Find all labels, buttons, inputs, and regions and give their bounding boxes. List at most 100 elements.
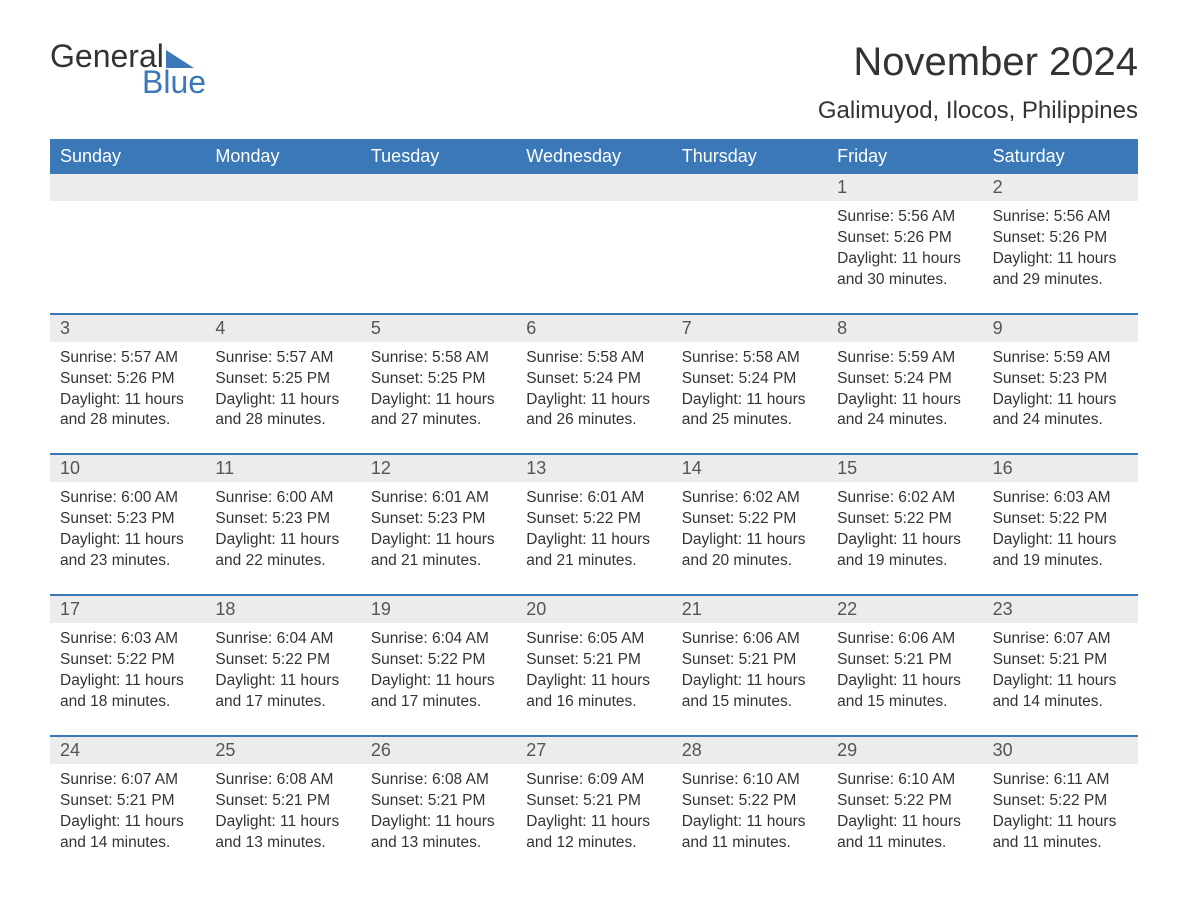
day-number: 15	[827, 455, 982, 482]
sunrise-line: Sunrise: 6:08 AM	[371, 770, 506, 791]
sunset-line: Sunset: 5:25 PM	[215, 369, 350, 390]
day-body: Sunrise: 6:04 AMSunset: 5:22 PMDaylight:…	[205, 623, 360, 717]
day-body: Sunrise: 6:05 AMSunset: 5:21 PMDaylight:…	[516, 623, 671, 717]
sunset-line: Sunset: 5:21 PM	[993, 650, 1128, 671]
sunrise-line: Sunrise: 6:00 AM	[215, 488, 350, 509]
daylight-line: Daylight: 11 hours and 22 minutes.	[215, 530, 350, 572]
sunrise-line: Sunrise: 6:09 AM	[526, 770, 661, 791]
calendar-day: 1Sunrise: 5:56 AMSunset: 5:26 PMDaylight…	[827, 174, 982, 295]
day-number: 23	[983, 596, 1138, 623]
sunset-line: Sunset: 5:26 PM	[837, 228, 972, 249]
sunset-line: Sunset: 5:23 PM	[371, 509, 506, 530]
calendar-day: 2Sunrise: 5:56 AMSunset: 5:26 PMDaylight…	[983, 174, 1138, 295]
calendar-day: 18Sunrise: 6:04 AMSunset: 5:22 PMDayligh…	[205, 596, 360, 717]
sunrise-line: Sunrise: 6:02 AM	[682, 488, 817, 509]
day-body: Sunrise: 6:06 AMSunset: 5:21 PMDaylight:…	[827, 623, 982, 717]
day-number: 5	[361, 315, 516, 342]
calendar-day: 20Sunrise: 6:05 AMSunset: 5:21 PMDayligh…	[516, 596, 671, 717]
daylight-line: Daylight: 11 hours and 11 minutes.	[682, 812, 817, 854]
day-body: Sunrise: 6:07 AMSunset: 5:21 PMDaylight:…	[983, 623, 1138, 717]
day-body: Sunrise: 5:58 AMSunset: 5:24 PMDaylight:…	[516, 342, 671, 436]
day-number: 11	[205, 455, 360, 482]
day-body: Sunrise: 6:08 AMSunset: 5:21 PMDaylight:…	[205, 764, 360, 858]
sunset-line: Sunset: 5:22 PM	[993, 509, 1128, 530]
daylight-line: Daylight: 11 hours and 17 minutes.	[371, 671, 506, 713]
title-block: November 2024 Galimuyod, Ilocos, Philipp…	[818, 40, 1138, 125]
day-body: Sunrise: 5:57 AMSunset: 5:26 PMDaylight:…	[50, 342, 205, 436]
calendar-day: 21Sunrise: 6:06 AMSunset: 5:21 PMDayligh…	[672, 596, 827, 717]
sunrise-line: Sunrise: 6:07 AM	[993, 629, 1128, 650]
daylight-line: Daylight: 11 hours and 24 minutes.	[837, 390, 972, 432]
sunset-line: Sunset: 5:21 PM	[837, 650, 972, 671]
day-body: Sunrise: 6:09 AMSunset: 5:21 PMDaylight:…	[516, 764, 671, 858]
sunset-line: Sunset: 5:22 PM	[837, 791, 972, 812]
day-number: 28	[672, 737, 827, 764]
daylight-line: Daylight: 11 hours and 19 minutes.	[837, 530, 972, 572]
sunrise-line: Sunrise: 6:07 AM	[60, 770, 195, 791]
calendar-day: 29Sunrise: 6:10 AMSunset: 5:22 PMDayligh…	[827, 737, 982, 858]
sunrise-line: Sunrise: 5:57 AM	[215, 348, 350, 369]
sunrise-line: Sunrise: 5:58 AM	[371, 348, 506, 369]
day-number: 19	[361, 596, 516, 623]
day-number: 7	[672, 315, 827, 342]
day-body: Sunrise: 6:02 AMSunset: 5:22 PMDaylight:…	[672, 482, 827, 576]
sunrise-line: Sunrise: 6:04 AM	[215, 629, 350, 650]
calendar-day: 23Sunrise: 6:07 AMSunset: 5:21 PMDayligh…	[983, 596, 1138, 717]
calendar-day: .	[672, 174, 827, 295]
day-number: 20	[516, 596, 671, 623]
day-body: Sunrise: 5:59 AMSunset: 5:23 PMDaylight:…	[983, 342, 1138, 436]
daylight-line: Daylight: 11 hours and 25 minutes.	[682, 390, 817, 432]
daylight-line: Daylight: 11 hours and 11 minutes.	[837, 812, 972, 854]
calendar-day: 4Sunrise: 5:57 AMSunset: 5:25 PMDaylight…	[205, 315, 360, 436]
day-body: Sunrise: 6:00 AMSunset: 5:23 PMDaylight:…	[205, 482, 360, 576]
day-number: 6	[516, 315, 671, 342]
dow-cell: Friday	[827, 139, 982, 174]
sunset-line: Sunset: 5:22 PM	[837, 509, 972, 530]
brand-word-2: Blue	[142, 66, 206, 98]
day-body: Sunrise: 6:08 AMSunset: 5:21 PMDaylight:…	[361, 764, 516, 858]
day-number: 27	[516, 737, 671, 764]
sunrise-line: Sunrise: 5:59 AM	[993, 348, 1128, 369]
day-number: 14	[672, 455, 827, 482]
calendar-day: 12Sunrise: 6:01 AMSunset: 5:23 PMDayligh…	[361, 455, 516, 576]
location-text: Galimuyod, Ilocos, Philippines	[818, 97, 1138, 125]
day-body: Sunrise: 6:11 AMSunset: 5:22 PMDaylight:…	[983, 764, 1138, 858]
sunrise-line: Sunrise: 6:04 AM	[371, 629, 506, 650]
day-number: 24	[50, 737, 205, 764]
dow-cell: Tuesday	[361, 139, 516, 174]
day-body: Sunrise: 5:58 AMSunset: 5:24 PMDaylight:…	[672, 342, 827, 436]
calendar-day: 13Sunrise: 6:01 AMSunset: 5:22 PMDayligh…	[516, 455, 671, 576]
sunrise-line: Sunrise: 6:00 AM	[60, 488, 195, 509]
day-body: Sunrise: 6:10 AMSunset: 5:22 PMDaylight:…	[827, 764, 982, 858]
day-body: Sunrise: 6:06 AMSunset: 5:21 PMDaylight:…	[672, 623, 827, 717]
day-body: Sunrise: 6:02 AMSunset: 5:22 PMDaylight:…	[827, 482, 982, 576]
calendar-day: 9Sunrise: 5:59 AMSunset: 5:23 PMDaylight…	[983, 315, 1138, 436]
day-body: Sunrise: 5:56 AMSunset: 5:26 PMDaylight:…	[983, 201, 1138, 295]
day-number: 13	[516, 455, 671, 482]
daylight-line: Daylight: 11 hours and 17 minutes.	[215, 671, 350, 713]
daylight-line: Daylight: 11 hours and 13 minutes.	[215, 812, 350, 854]
calendar-week: .....1Sunrise: 5:56 AMSunset: 5:26 PMDay…	[50, 174, 1138, 295]
calendar-week: 24 Sunrise: 6:07 AM Sunset: 5:21 PM Dayligh…	[50, 735, 1138, 858]
daylight-line: Daylight: 11 hours and 14 minutes.	[60, 812, 195, 854]
sunrise-line: Sunrise: 6:11 AM	[993, 770, 1128, 791]
sunrise-line: Sunrise: 6:10 AM	[682, 770, 817, 791]
daylight-line: Daylight: 11 hours and 18 minutes.	[60, 671, 195, 713]
sunset-line: Sunset: 5:21 PM	[371, 791, 506, 812]
brand-logo: General Blue	[50, 40, 206, 98]
calendar-day: .	[516, 174, 671, 295]
sunset-line: Sunset: 5:22 PM	[215, 650, 350, 671]
calendar-day: .	[205, 174, 360, 295]
calendar-week: 3Sunrise: 5:57 AMSunset: 5:26 PMDaylight…	[50, 313, 1138, 436]
calendar-day: 3Sunrise: 5:57 AMSunset: 5:26 PMDaylight…	[50, 315, 205, 436]
daylight-line: Daylight: 11 hours and 26 minutes.	[526, 390, 661, 432]
calendar: SundayMondayTuesdayWednesdayThursdayFrid…	[50, 139, 1138, 857]
calendar-day: 10Sunrise: 6:00 AMSunset: 5:23 PMDayligh…	[50, 455, 205, 576]
daylight-line: Daylight: 11 hours and 15 minutes.	[837, 671, 972, 713]
sunrise-line: Sunrise: 5:57 AM	[60, 348, 195, 369]
calendar-day: 24Sunrise: 6:07 AMSunset: 5:21 PMDayligh…	[50, 737, 205, 858]
sunrise-line: Sunrise: 6:03 AM	[993, 488, 1128, 509]
calendar-day: 8Sunrise: 5:59 AMSunset: 5:24 PMDaylight…	[827, 315, 982, 436]
daylight-line: Daylight: 11 hours and 16 minutes.	[526, 671, 661, 713]
day-body: Sunrise: 5:57 AMSunset: 5:25 PMDaylight:…	[205, 342, 360, 436]
